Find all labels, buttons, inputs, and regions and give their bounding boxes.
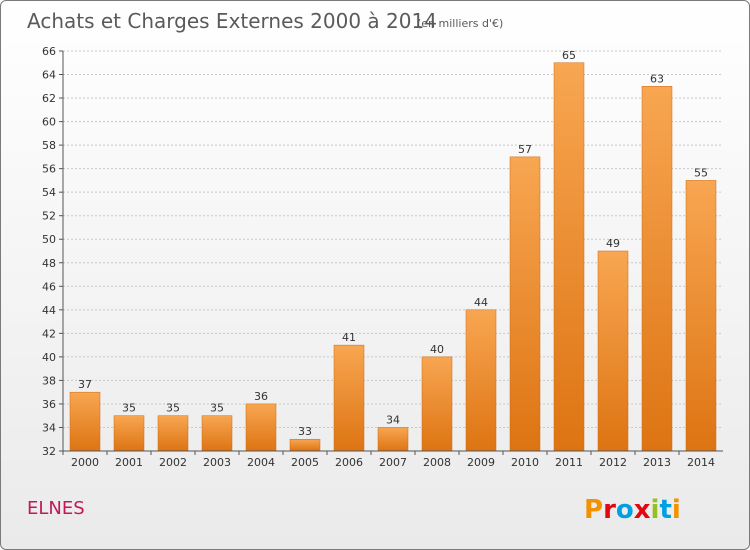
y-tick-label: 56: [42, 163, 56, 176]
x-axis-ticks: 2000 2001 2002 2003 2004 2005 2006 2007 2008 2009…: [62, 451, 715, 469]
y-tick-label: 32: [42, 445, 56, 458]
bar: [157, 415, 189, 452]
x-tick-label: 2012: [599, 456, 627, 469]
x-tick-label: 2014: [687, 456, 715, 469]
y-tick-label: 66: [42, 45, 56, 58]
x-tick-label: 2013: [643, 456, 671, 469]
chart-unit-note: (en milliers d'€): [417, 17, 503, 30]
bar-value-label: 40: [430, 343, 444, 356]
bar-value-labels: 37 35 35 35 36 33 41 34 40 44 57 65 49 63 55: [78, 49, 708, 438]
bar-value-label: 44: [474, 296, 488, 309]
grid-lines: [63, 50, 723, 428]
y-tick-label: 38: [42, 374, 56, 387]
bar: [641, 86, 673, 452]
y-tick-label: 44: [42, 304, 56, 317]
bar: [509, 156, 541, 452]
x-tick-label: 2005: [291, 456, 319, 469]
y-tick-label: 46: [42, 280, 56, 293]
bars: [69, 62, 717, 452]
bar-value-label: 63: [650, 72, 664, 85]
bar-value-label: 57: [518, 143, 532, 156]
bar-value-label: 35: [210, 402, 224, 415]
bar: [597, 250, 629, 452]
y-tick-label: 48: [42, 257, 56, 270]
bar-value-label: 34: [386, 413, 400, 426]
bar: [69, 391, 101, 452]
y-tick-label: 36: [42, 398, 56, 411]
x-tick-label: 2002: [159, 456, 187, 469]
x-tick-label: 2007: [379, 456, 407, 469]
x-tick-label: 2011: [555, 456, 583, 469]
bar-value-label: 49: [606, 237, 620, 250]
x-tick-label: 2006: [335, 456, 363, 469]
y-axis-ticks: 32 34 36 38 40 42 44 46 48 50 52 54 56 58 60 62 64 66: [42, 45, 63, 458]
bar-value-label: 37: [78, 378, 92, 391]
y-tick-label: 58: [42, 139, 56, 152]
x-tick-label: 2009: [467, 456, 495, 469]
x-tick-label: 2004: [247, 456, 275, 469]
y-tick-label: 52: [42, 210, 56, 223]
bar: [421, 356, 453, 452]
y-tick-label: 54: [42, 186, 56, 199]
x-tick-label: 2010: [511, 456, 539, 469]
bar-value-label: 55: [694, 166, 708, 179]
chart-title: Achats et Charges Externes 2000 à 2014: [27, 9, 437, 33]
bar-value-label: 35: [166, 402, 180, 415]
bar-value-label: 33: [298, 425, 312, 438]
bar-value-label: 36: [254, 390, 268, 403]
y-tick-label: 62: [42, 92, 56, 105]
bar: [245, 403, 277, 452]
y-tick-label: 42: [42, 327, 56, 340]
bar: [685, 180, 717, 452]
x-tick-label: 2008: [423, 456, 451, 469]
bar: [465, 309, 497, 452]
bar-value-label: 41: [342, 331, 356, 344]
bar: [289, 438, 321, 452]
y-tick-label: 34: [42, 421, 56, 434]
bar: [377, 427, 409, 452]
y-tick-label: 40: [42, 351, 56, 364]
commune-name: ELNES: [27, 498, 85, 519]
bar: [333, 344, 365, 452]
bar-value-label: 35: [122, 402, 136, 415]
x-tick-label: 2001: [115, 456, 143, 469]
bar: [201, 415, 233, 452]
y-tick-label: 60: [42, 116, 56, 129]
bar-value-label: 65: [562, 49, 576, 62]
x-tick-label: 2000: [71, 456, 99, 469]
y-tick-label: 64: [42, 69, 56, 82]
proxiti-logo: Proxiti: [584, 495, 681, 525]
y-tick-label: 50: [42, 233, 56, 246]
bar: [113, 415, 145, 452]
x-tick-label: 2003: [203, 456, 231, 469]
bar: [553, 62, 585, 452]
